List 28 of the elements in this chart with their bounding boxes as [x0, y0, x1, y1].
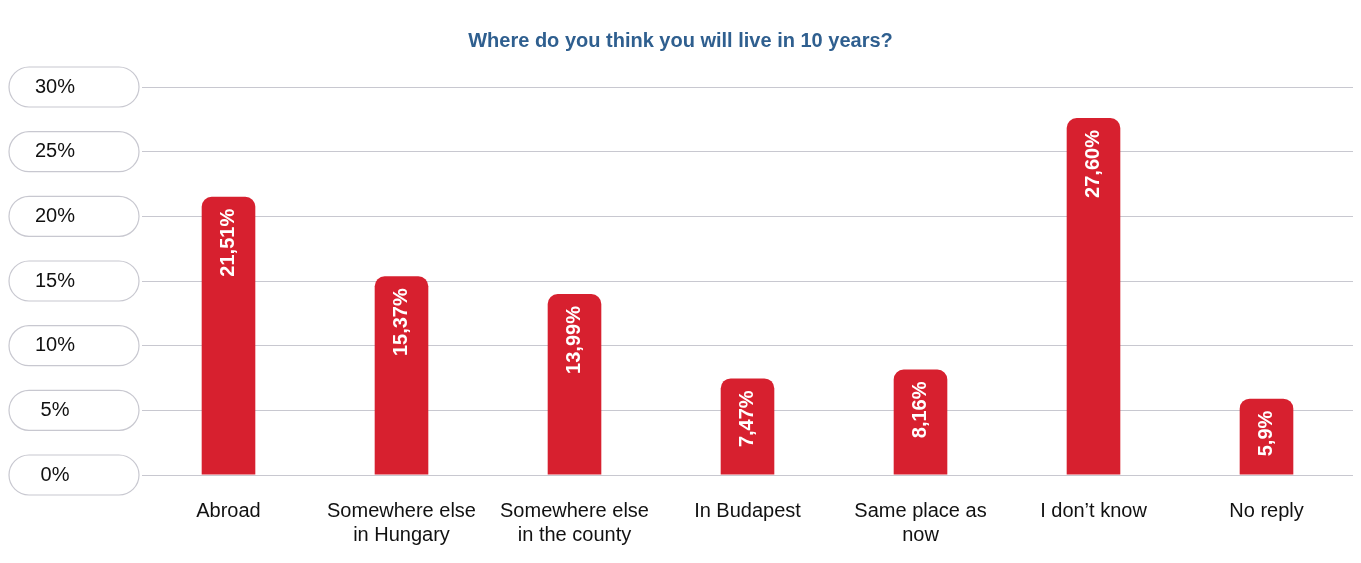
x-tick-label: In Budapest	[694, 498, 802, 521]
y-tick-label: 10%	[34, 333, 76, 356]
y-tick-label: 20%	[34, 203, 76, 226]
bar	[720, 378, 775, 475]
data-label: 7,47%	[735, 390, 758, 448]
x-tick-label: Somewhere else in the county	[500, 498, 649, 545]
y-tick-label: 15%	[34, 268, 76, 291]
x-tick-label: Same place as now	[854, 498, 987, 545]
data-label: 5,9%	[1254, 410, 1277, 457]
x-tick-label: I don’t know	[1040, 498, 1148, 521]
data-label: 21,51%	[216, 208, 239, 277]
data-label: 8,16%	[908, 381, 931, 439]
x-tick-label: No reply	[1229, 498, 1304, 521]
bar	[893, 369, 948, 475]
bar	[201, 196, 256, 475]
bar	[374, 276, 429, 475]
x-tick-label: Abroad	[196, 498, 261, 521]
y-tick-label: 0%	[40, 462, 70, 485]
x-tick-label: Somewhere else in Hungary	[327, 498, 476, 545]
bar	[547, 294, 602, 475]
bar	[1066, 118, 1121, 475]
data-label: 15,37%	[389, 288, 412, 357]
y-tick-label: 25%	[34, 139, 76, 162]
y-tick-label: 30%	[34, 74, 76, 97]
data-label: 13,99%	[562, 305, 585, 374]
data-label: 27,60%	[1081, 129, 1104, 198]
y-tick-label: 5%	[40, 397, 70, 420]
chart-title: Where do you think you will live in 10 years?	[468, 28, 893, 51]
